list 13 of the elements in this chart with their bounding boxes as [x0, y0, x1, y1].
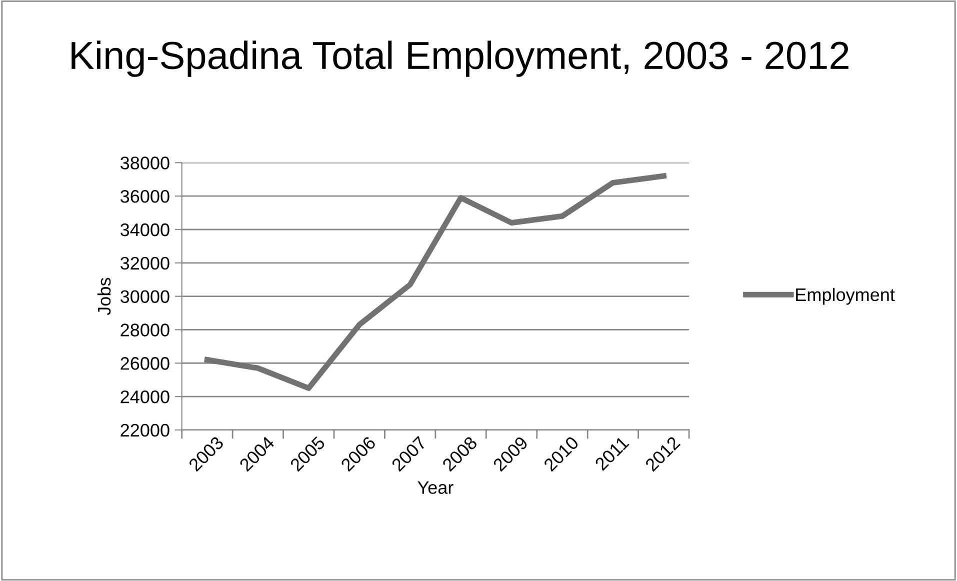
y-tick-label: 38000 — [120, 156, 170, 170]
y-tick-label: 32000 — [120, 256, 170, 270]
legend-label: Employment — [796, 288, 895, 305]
y-tick-label: 22000 — [120, 424, 170, 437]
chart-title: King-Spadina Total Employment, 2003 - 2012 — [72, 40, 848, 77]
y-tick-label: 36000 — [120, 190, 170, 203]
y-tick-label: 30000 — [120, 290, 170, 304]
y-tick-label: 26000 — [120, 357, 170, 370]
y-tick-label: 34000 — [120, 223, 170, 236]
y-tick-label: 28000 — [120, 324, 170, 336]
y-tick-label: 24000 — [120, 390, 170, 404]
x-axis-title: Year — [418, 481, 454, 494]
y-axis-title: Jobs — [97, 278, 111, 316]
